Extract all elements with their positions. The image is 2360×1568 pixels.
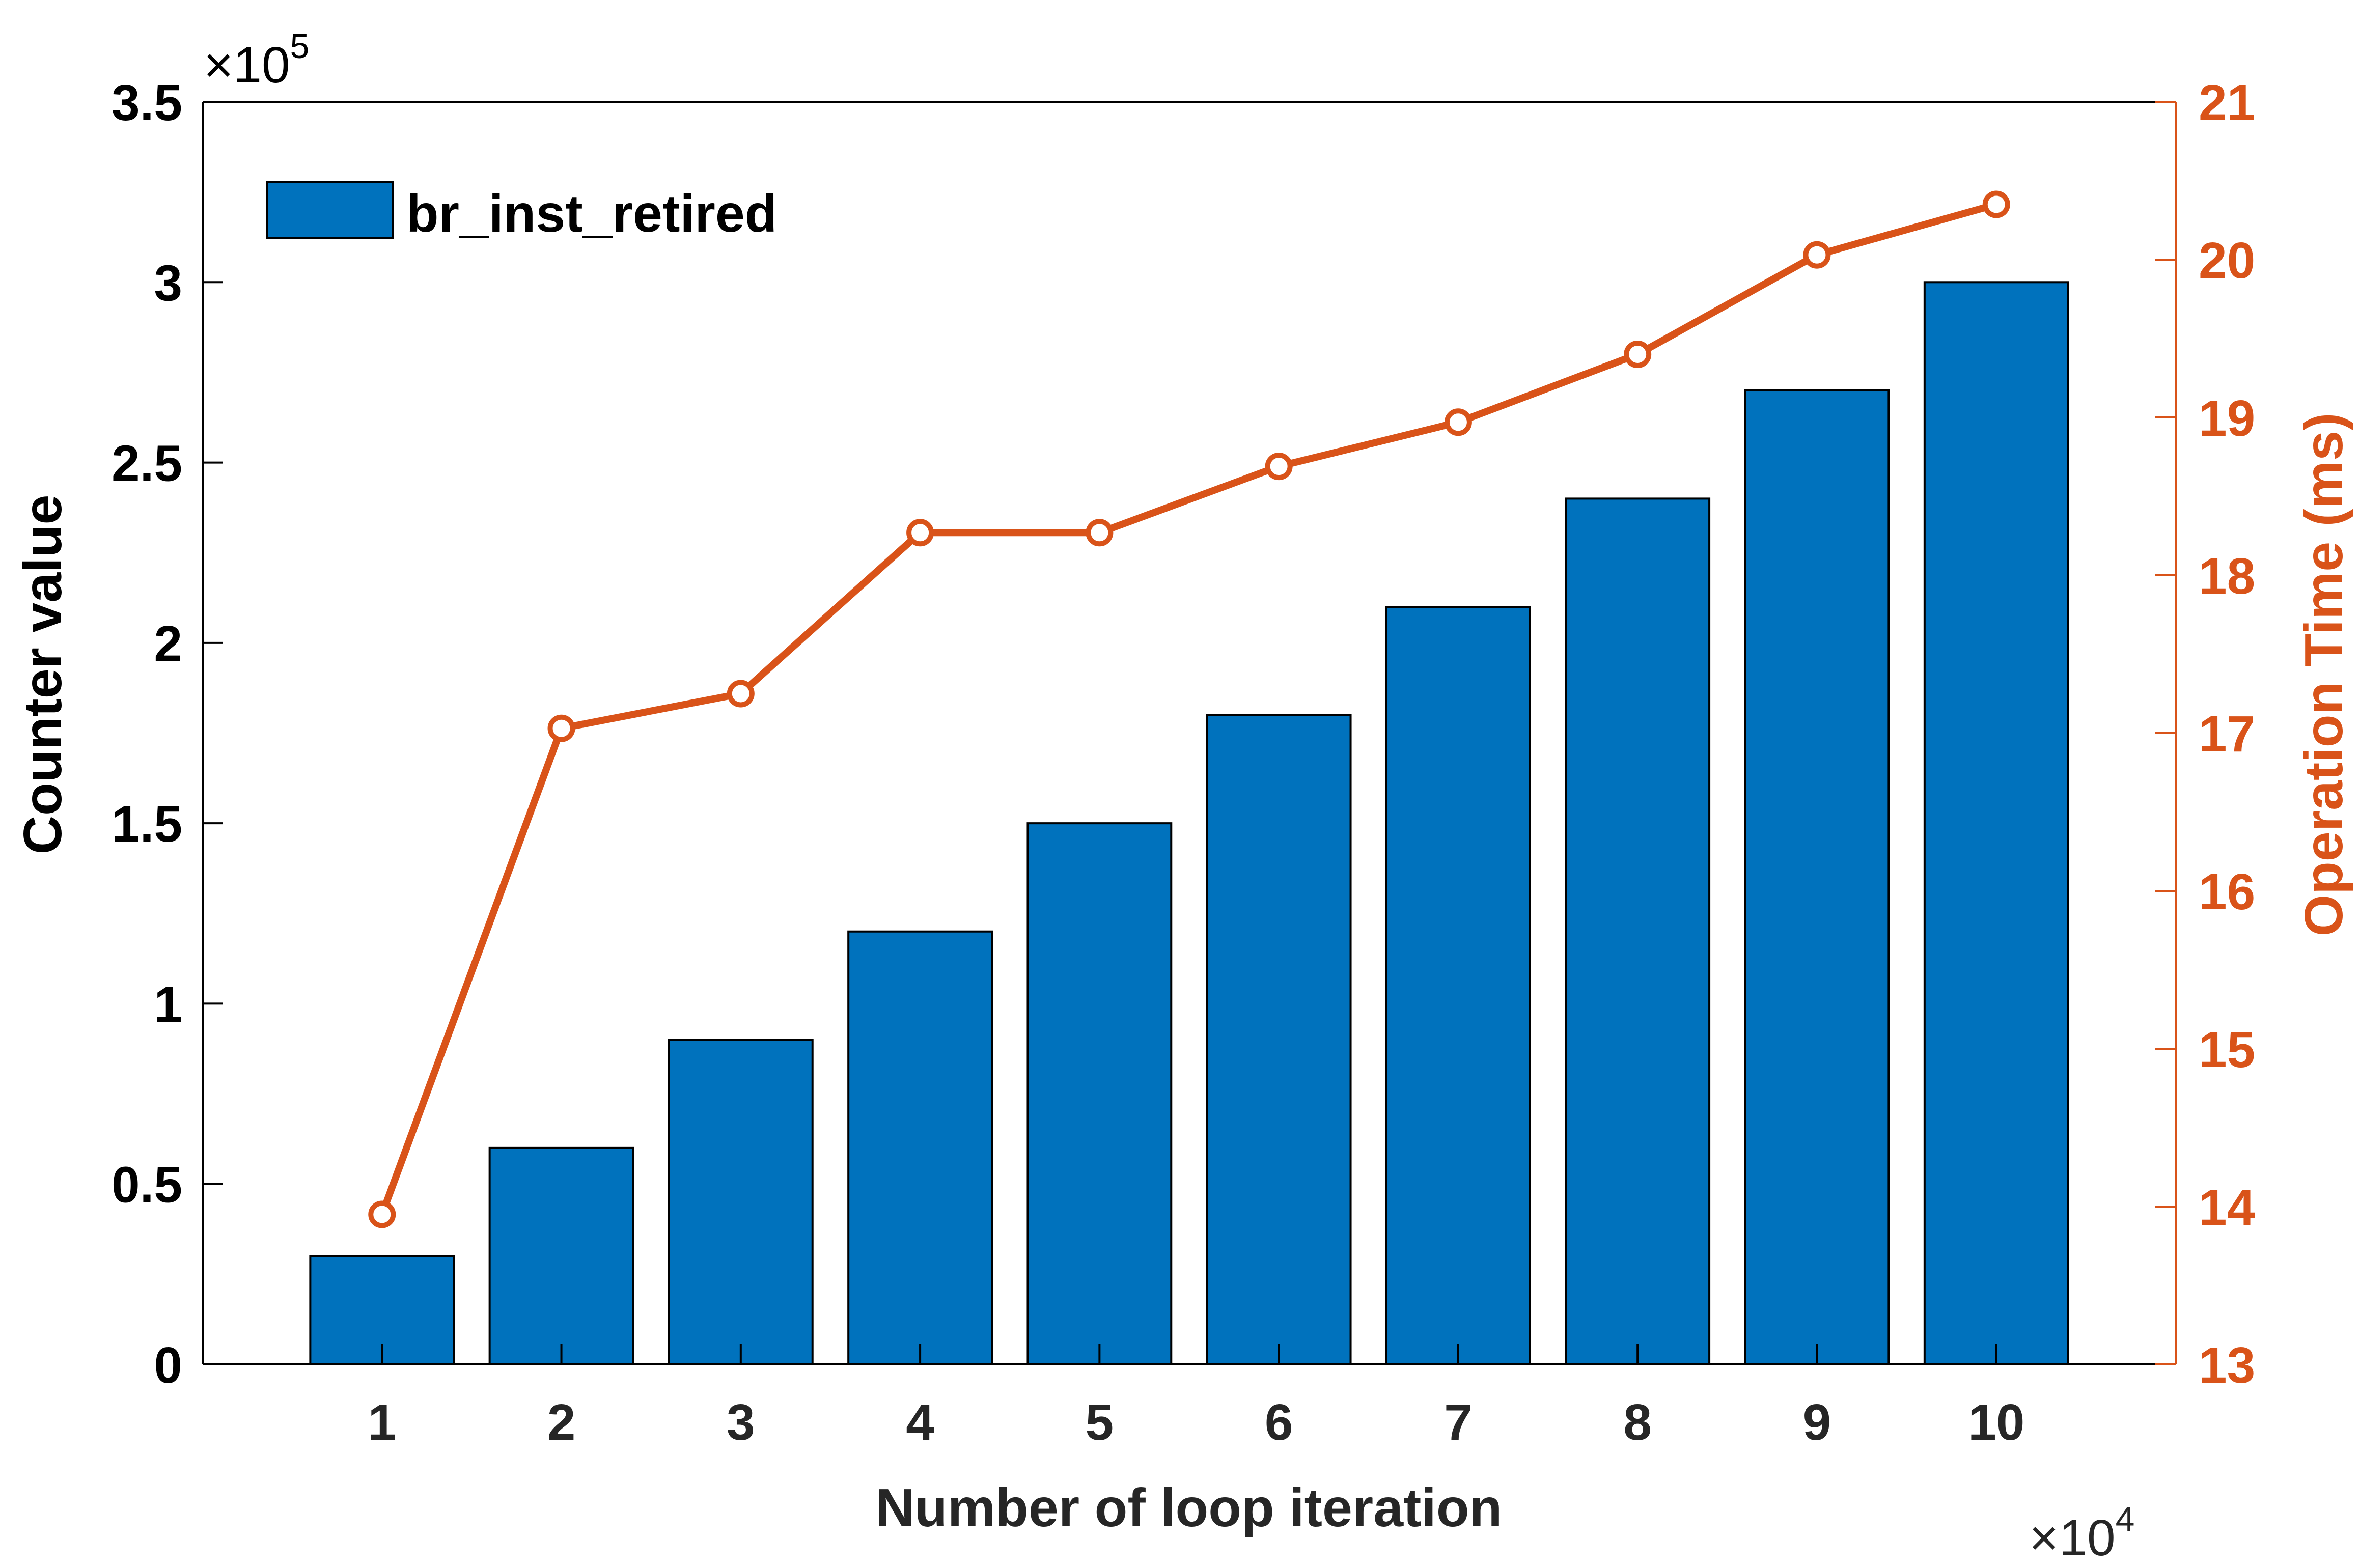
x-tick-label-6: 6 (1265, 1394, 1293, 1451)
bar-5 (1026, 822, 1173, 1365)
y-right-tick-label: 17 (2199, 706, 2255, 763)
bar-10 (1923, 281, 2069, 1366)
line-marker-7 (1444, 408, 1472, 436)
line-marker-1 (368, 1200, 396, 1228)
x-tick-label-8: 8 (1623, 1394, 1652, 1451)
bar-2 (488, 1146, 634, 1366)
line-marker-10 (1982, 190, 2010, 218)
operation-time-line (378, 201, 1997, 1216)
y-axis-right-title: Operation Time (ms) (2294, 413, 2354, 937)
x-axis-title: Number of loop iteration (876, 1478, 1503, 1538)
x-tick-label-5: 5 (1086, 1394, 1114, 1451)
y-right-tick-label: 18 (2199, 548, 2255, 605)
y-right-tick-label: 13 (2199, 1337, 2255, 1394)
y-left-tick-label: 2 (154, 615, 182, 673)
line-marker-9 (1803, 241, 1831, 269)
bar-3 (668, 1039, 814, 1366)
x-tick-label-2: 2 (547, 1394, 576, 1451)
line-series (368, 190, 2010, 1228)
y-left-tick-label: 3.5 (112, 74, 182, 131)
bar-8 (1565, 497, 1711, 1365)
axes (202, 101, 2177, 1365)
x-exponent: ×104 (2029, 1500, 2134, 1566)
x-tick-label-9: 9 (1803, 1394, 1831, 1451)
legend-swatch (266, 181, 394, 239)
y-right-tick-label: 19 (2199, 390, 2255, 447)
y-left-tick-label: 3 (154, 255, 182, 312)
y-left-exponent: ×105 (204, 27, 309, 94)
x-tick-label-3: 3 (727, 1394, 755, 1451)
x-exponent-power: 4 (2116, 1500, 2135, 1538)
line-marker-8 (1624, 341, 1652, 368)
x-tick-label-1: 1 (368, 1394, 396, 1451)
bar-7 (1385, 606, 1531, 1365)
line-marker-5 (1086, 519, 1114, 547)
y-left-tick-label: 2.5 (112, 435, 182, 492)
y-left-tick-label: 1.5 (112, 796, 182, 853)
y-left-exponent-power: 5 (290, 27, 310, 66)
y-left-tick-label: 1 (154, 976, 182, 1033)
y-right-tick-label: 21 (2199, 74, 2255, 131)
y-axis-left-title: Counter value (13, 495, 73, 855)
x-exponent-base: ×10 (2029, 1509, 2116, 1565)
y-right-tick-label: 16 (2199, 863, 2255, 920)
line-marker-4 (906, 519, 934, 547)
svg-text:×105: ×105 (204, 27, 309, 94)
bar-6 (1206, 714, 1352, 1365)
svg-text:×104: ×104 (2029, 1500, 2134, 1565)
legend-label: br_inst_retired (406, 184, 777, 243)
bar-4 (847, 930, 993, 1365)
legend: br_inst_retired (266, 181, 777, 243)
x-tick-label-7: 7 (1444, 1394, 1473, 1451)
line-marker-6 (1265, 453, 1293, 481)
y-left-exponent-base: ×10 (204, 37, 290, 94)
y-left-tick-label: 0.5 (112, 1157, 182, 1214)
line-marker-3 (727, 680, 755, 708)
line-marker-2 (547, 714, 575, 742)
bar-9 (1744, 389, 1890, 1365)
y-right-tick-label: 15 (2199, 1021, 2255, 1078)
x-tick-label-4: 4 (906, 1394, 934, 1451)
bar-series (309, 281, 2069, 1366)
y-right-tick-label: 14 (2199, 1179, 2256, 1236)
x-tick-label-10: 10 (1968, 1394, 2024, 1451)
y-left-tick-label: 0 (154, 1337, 182, 1394)
y-right-tick-label: 20 (2199, 232, 2255, 289)
